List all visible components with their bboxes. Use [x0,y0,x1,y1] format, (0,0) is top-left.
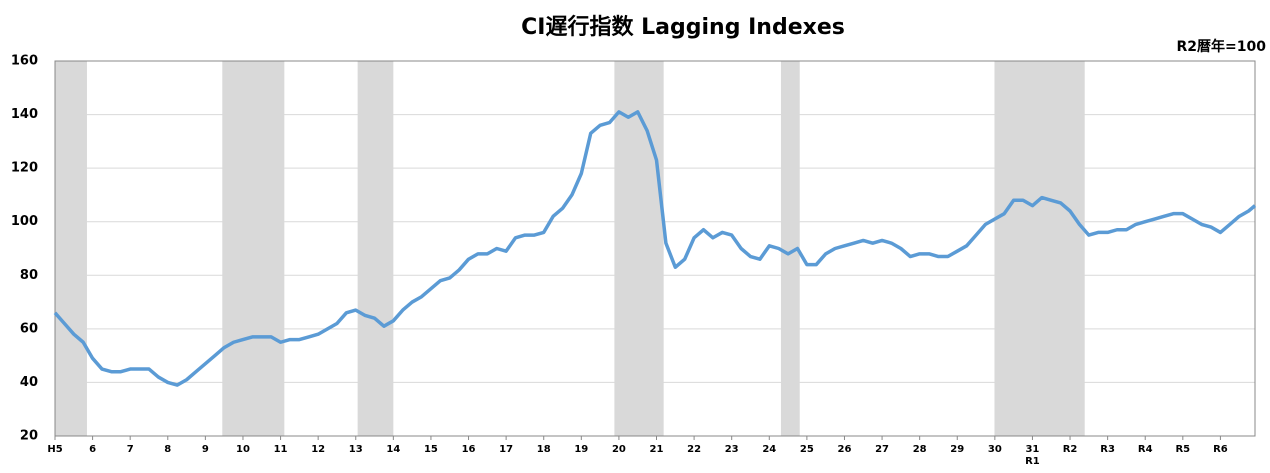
x-tick-label: 10 [236,444,250,455]
shaded-period [222,61,285,436]
x-tick-label: 16 [461,444,476,455]
x-tick-label: 29 [950,444,965,455]
shaded-period [780,61,800,436]
x-tick-label: 8 [164,444,172,455]
x-tick-label: 26 [837,444,852,455]
x-tick-label: 27 [875,444,890,455]
x-tick-label: 7 [126,444,134,455]
x-tick-label: 19 [574,444,589,455]
x-tick-label: 17 [499,444,514,455]
y-tick-label: 40 [20,375,38,390]
x-tick-label: R3 [1100,444,1115,455]
chart-title: CI遅行指数 Lagging Indexes [521,14,845,40]
shaded-period [55,61,87,436]
x-tick-label: R6 [1213,444,1228,455]
y-tick-label: 160 [11,54,38,69]
shaded-period [614,61,664,436]
y-tick-label: 140 [11,107,38,122]
shaded-period [994,61,1085,436]
y-tick-label: 80 [20,268,38,283]
x-tick-label: R5 [1175,444,1191,455]
x-tick-label: 22 [687,444,702,455]
x-tick-label: 13 [348,444,363,455]
x-tick-label: 9 [201,444,209,455]
shaded-period [357,61,394,436]
data-line [53,110,1257,387]
x-tick-label: H5 [47,444,63,455]
x-tick-label: 20 [611,444,626,455]
x-tick-label: 18 [536,444,551,455]
x-tick-label: 12 [311,444,326,455]
x-tick-label: R4 [1137,444,1153,455]
x-tick-label: 6 [89,444,97,455]
y-tick-label: 60 [20,321,38,336]
y-tick-label: 20 [20,429,38,444]
x-tick-label: 11 [273,444,288,455]
x-tick-label: 14 [386,444,401,455]
plot-border [54,60,1256,437]
unit-label: R2暦年=100 [1177,38,1267,55]
x-tick-label: 25 [799,444,814,455]
y-tick-label: 120 [11,161,38,176]
x-tick-label: 24 [762,444,777,455]
x-tick-label: 31 R1 [1025,444,1040,467]
x-tick-label: 28 [912,444,927,455]
x-tick-label: 15 [423,444,438,455]
y-tick-label: 100 [11,214,38,229]
x-tick-label: R2 [1062,444,1078,455]
x-tick-label: 21 [649,444,664,455]
x-tick-label: 23 [724,444,739,455]
x-tick-label: 30 [987,444,1002,455]
